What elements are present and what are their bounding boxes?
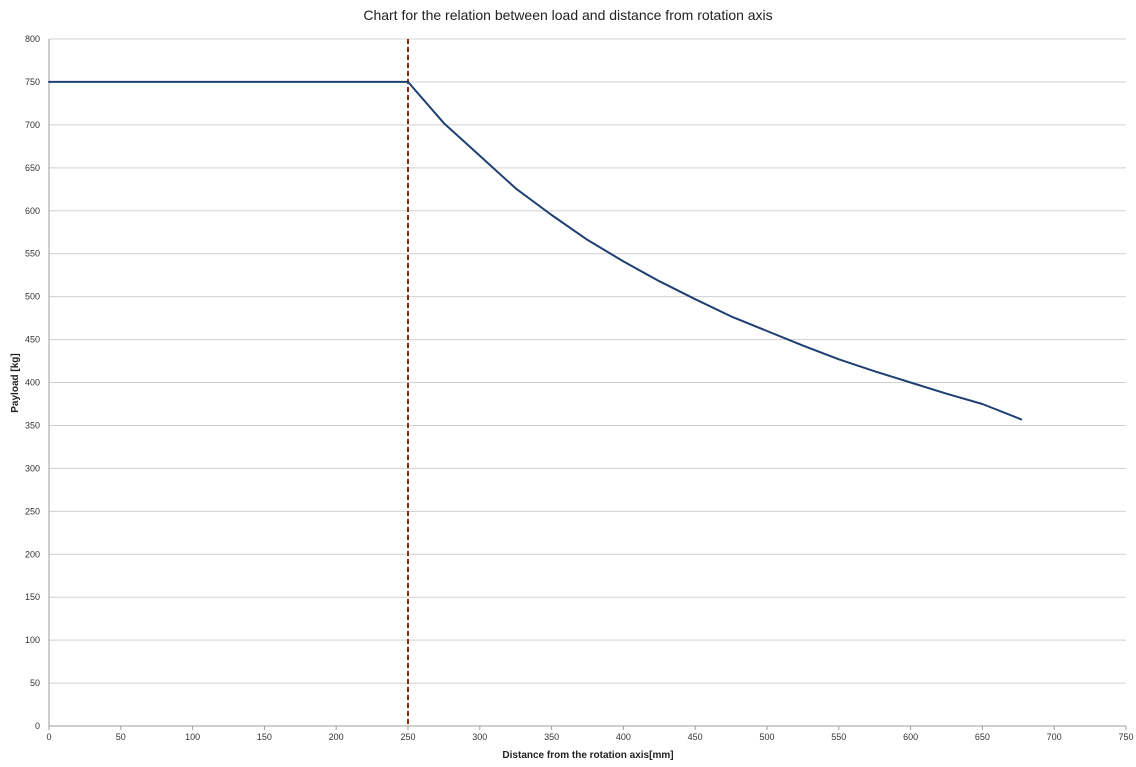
chart-title: Chart for the relation between load and … [363, 7, 772, 23]
x-tick-label: 50 [116, 732, 126, 742]
x-tick-label: 0 [46, 732, 51, 742]
y-tick-label: 300 [25, 463, 40, 473]
x-tick-label: 650 [975, 732, 990, 742]
x-tick-label: 600 [903, 732, 918, 742]
y-tick-label: 700 [25, 120, 40, 130]
x-tick-label: 750 [1118, 732, 1133, 742]
x-tick-labels: 0 50 100 150 200 250 300 350 400 450 500 550 600 650 7… [46, 732, 1133, 742]
y-tick-label: 650 [25, 163, 40, 173]
y-tick-label: 600 [25, 206, 40, 216]
x-tick-label: 700 [1047, 732, 1062, 742]
y-tick-label: 150 [25, 592, 40, 602]
y-tick-label: 550 [25, 249, 40, 259]
x-tick-label: 150 [257, 732, 272, 742]
x-tick-label: 350 [544, 732, 559, 742]
x-tick-label: 200 [329, 732, 344, 742]
x-tick-label: 500 [759, 732, 774, 742]
y-tick-label: 50 [30, 678, 40, 688]
y-tick-label: 750 [25, 77, 40, 87]
y-tick-label: 200 [25, 549, 40, 559]
x-tick-label: 550 [831, 732, 846, 742]
y-tick-label: 250 [25, 506, 40, 516]
y-tick-label: 350 [25, 420, 40, 430]
y-tick-label: 100 [25, 635, 40, 645]
x-axis-title: Distance from the rotation axis[mm] [502, 750, 673, 761]
gridlines [49, 38, 1126, 684]
y-tick-label: 0 [35, 721, 40, 731]
data-series [48, 80, 1023, 421]
x-tick-label: 450 [688, 732, 703, 742]
y-tick-labels: 0 50 100 150 200 250 300 350 400 450 500 550 600 650 7… [25, 34, 40, 731]
y-tick-label: 800 [25, 34, 40, 44]
y-axis-title: Payload [kg] [10, 353, 21, 412]
x-tick-label: 250 [400, 732, 415, 742]
x-tick-label: 400 [616, 732, 631, 742]
y-tick-label: 450 [25, 335, 40, 345]
series-line-1 [48, 80, 1023, 421]
y-tick-label: 400 [25, 378, 40, 388]
axes [48, 39, 1127, 730]
x-tick-label: 300 [472, 732, 487, 742]
y-tick-label: 500 [25, 292, 40, 302]
x-tick-label: 100 [185, 732, 200, 742]
